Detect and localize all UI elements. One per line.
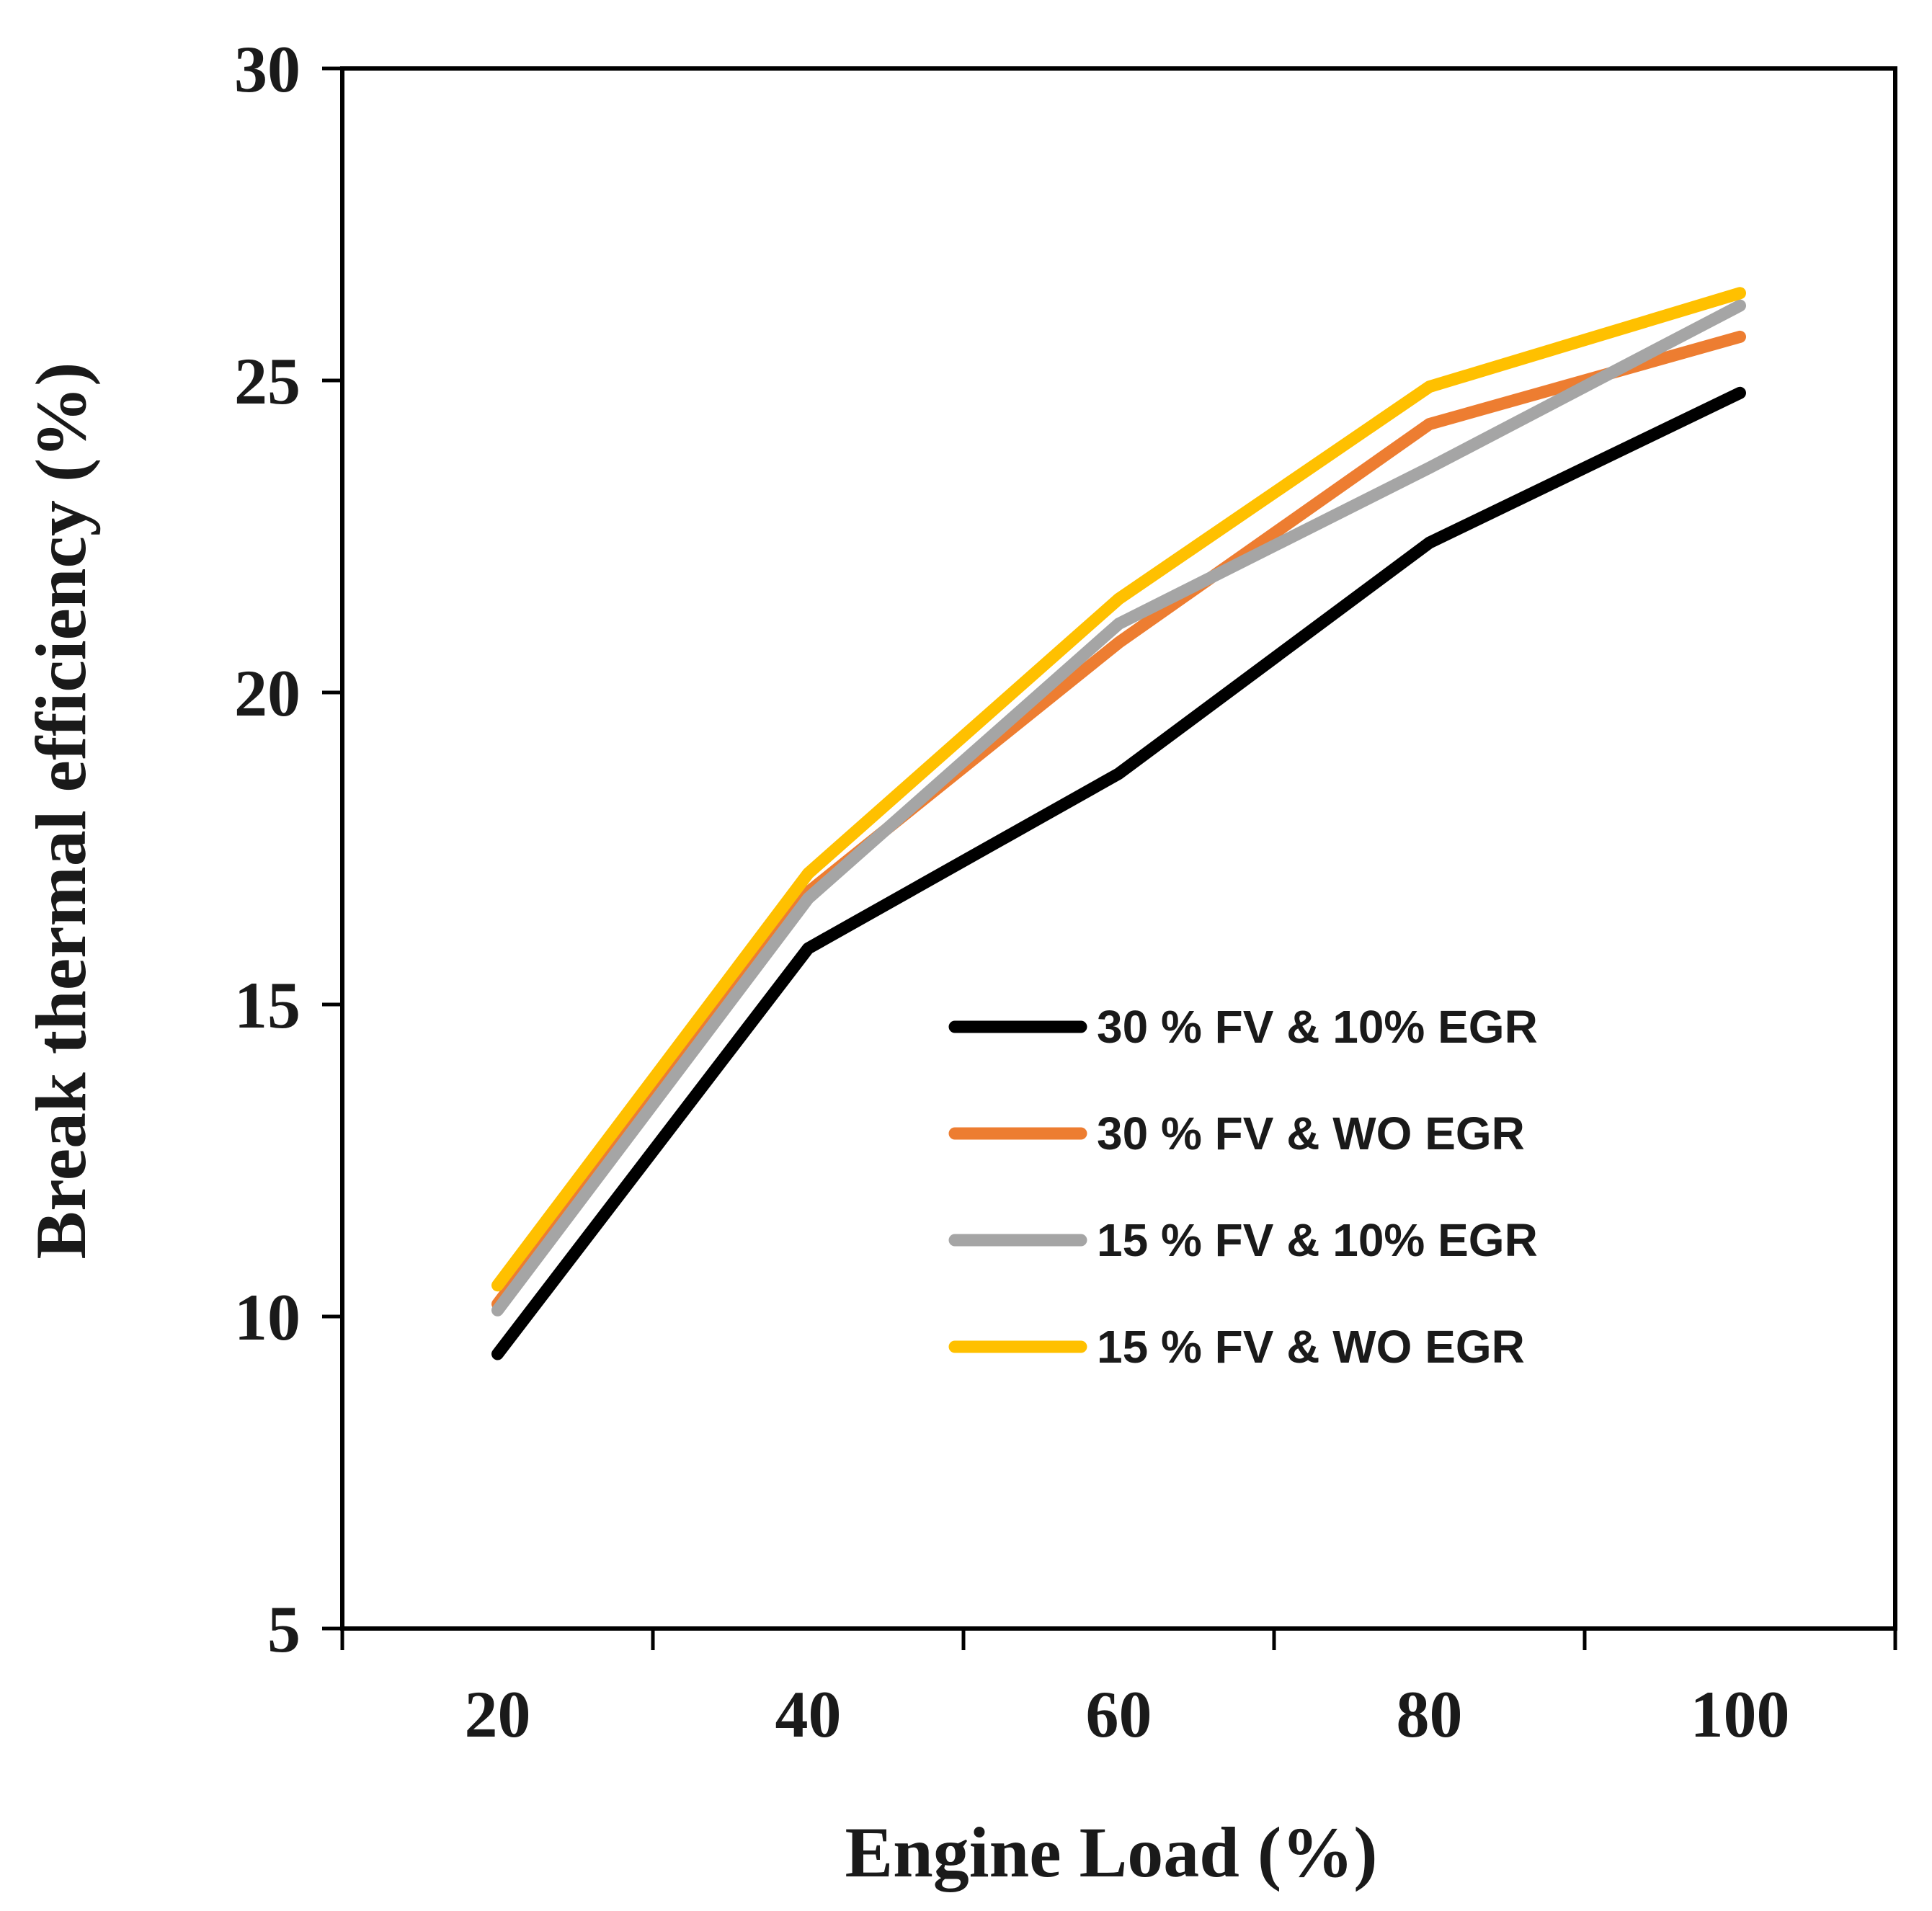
y-tick-label: 30 (234, 32, 301, 106)
legend-label: 15 % FV & WO EGR (1097, 1321, 1525, 1373)
x-tick-label: 20 (465, 1678, 531, 1751)
y-tick-label: 10 (234, 1280, 301, 1354)
legend-label: 30 % FV & 10% EGR (1097, 1001, 1538, 1053)
plot-area-frame (340, 66, 1897, 1631)
legend-label: 15 % FV & 10% EGR (1097, 1214, 1538, 1266)
x-tick-label: 60 (1086, 1678, 1152, 1751)
y-tick-label: 20 (234, 656, 301, 730)
plot-frame-group (340, 66, 1897, 1631)
y-tick-label: 15 (234, 968, 301, 1042)
y-axis-title: Break thermal efficiency (%) (21, 362, 101, 1260)
x-tick-label: 80 (1397, 1678, 1463, 1751)
y-tick-label: 5 (267, 1592, 301, 1666)
series-group (491, 287, 1746, 1360)
x-tick-label: 100 (1691, 1678, 1790, 1751)
axis-group: 5 10 15 20 25 30 20 40 60 80 100 (234, 32, 1897, 1751)
legend-label: 30 % FV & WO EGR (1097, 1108, 1525, 1159)
series-line (491, 299, 1746, 1317)
series-line (491, 287, 1746, 1292)
series-line (491, 386, 1746, 1360)
legend: 30 % FV & 10% EGR 30 % FV & WO EGR 15 % FV… (948, 1001, 1538, 1373)
x-axis-title: Engine Load (%) (845, 1812, 1377, 1892)
y-tick-label: 25 (234, 344, 301, 418)
x-tick-label: 40 (775, 1678, 842, 1751)
